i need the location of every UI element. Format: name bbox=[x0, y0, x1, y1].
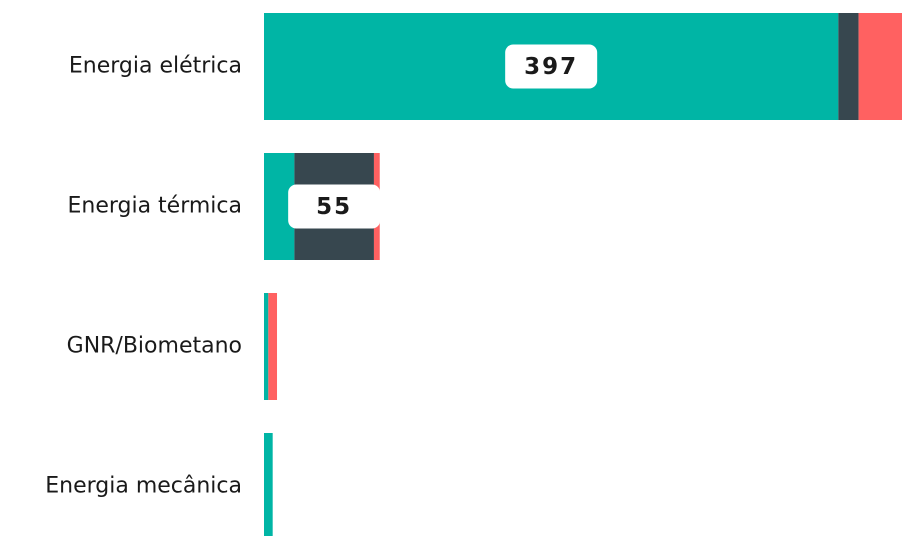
bar-segment bbox=[264, 433, 273, 536]
value-label-box bbox=[505, 44, 598, 89]
category-label: Energia mecânica bbox=[45, 474, 242, 499]
category-label: GNR/Biometano bbox=[67, 334, 242, 359]
value-label-box bbox=[288, 184, 381, 229]
bar-segment bbox=[264, 293, 269, 400]
value-label: 397 bbox=[524, 54, 578, 80]
bar-segment bbox=[838, 13, 859, 120]
category-label: Energia elétrica bbox=[69, 54, 242, 79]
bar-segment bbox=[268, 293, 278, 400]
value-label: 55 bbox=[316, 194, 352, 220]
category-label: Energia térmica bbox=[67, 194, 242, 219]
bar-segment bbox=[858, 13, 902, 120]
